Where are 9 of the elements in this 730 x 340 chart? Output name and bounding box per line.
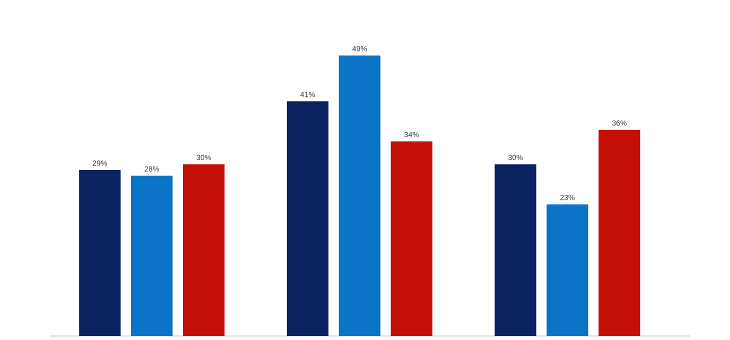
bar [182, 164, 225, 336]
bar [598, 130, 640, 336]
bar [390, 141, 432, 336]
bar [338, 56, 380, 336]
bar [286, 101, 328, 336]
bar [494, 164, 536, 336]
bar [546, 204, 588, 336]
bar [131, 176, 173, 336]
bar [79, 170, 121, 336]
